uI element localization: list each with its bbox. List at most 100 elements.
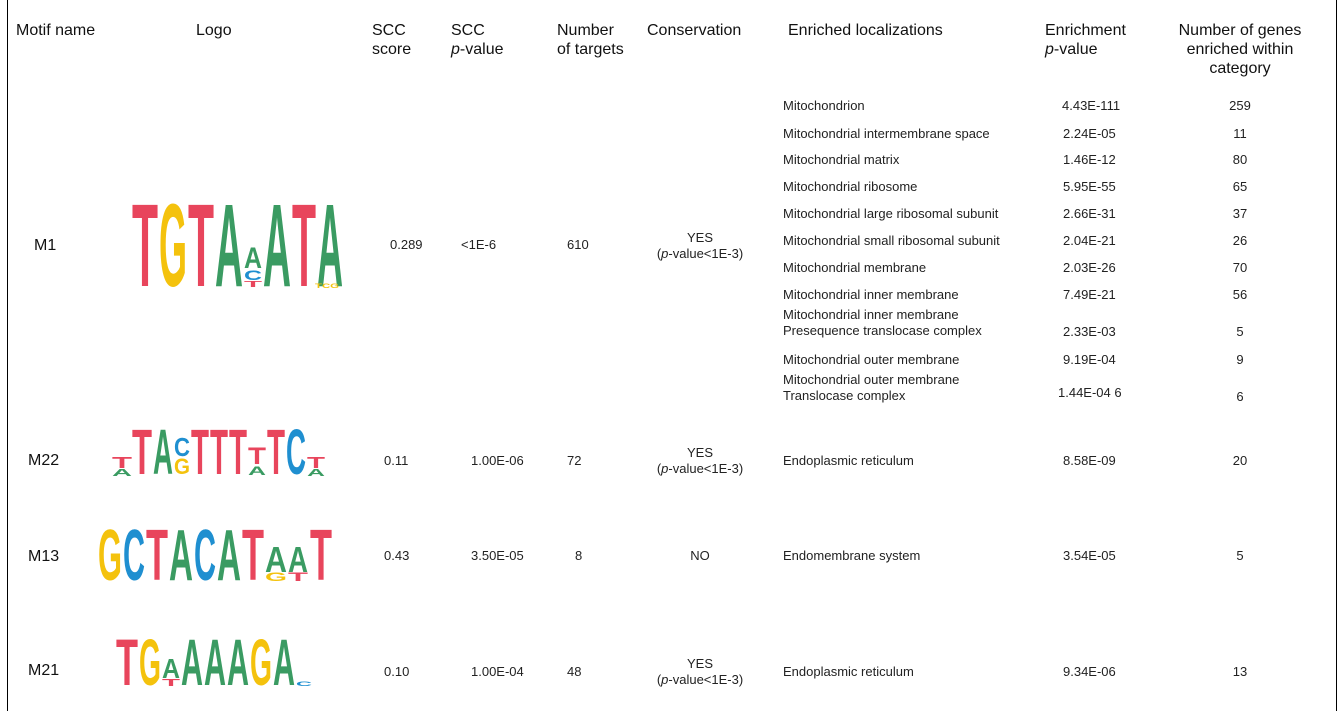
svg-text:A: A [307,468,325,476]
localization-name: Endoplasmic reticulum [783,453,914,468]
svg-text:A: A [317,182,342,292]
localization-name: Mitochondrial outer membrane [783,352,960,367]
gene-count: 13 [1232,664,1248,679]
sequence-logo-m13: G C T A C A T A G A T T [98,516,338,596]
svg-text:C: C [286,418,306,476]
svg-text:A: A [244,242,262,275]
conservation-m13: NO [690,548,710,563]
enrichment-pvalue: 2.03E-26 [1063,260,1116,275]
svg-text:A: A [288,539,308,580]
svg-text:T: T [112,455,132,472]
gene-count: 80 [1232,152,1248,167]
gene-count: 26 [1232,233,1248,248]
motif-name-m1: M1 [34,237,57,254]
gene-count: 65 [1232,179,1248,194]
enrichment-pvalue: 7.49E-21 [1063,287,1116,302]
svg-text:G: G [159,182,187,292]
enrichment-pvalue: 8.58E-09 [1063,453,1116,468]
enrichment-pvalue: 2.33E-03 [1063,324,1116,339]
localization-name: Mitochondrion [783,98,865,113]
svg-text:C: C [296,682,314,686]
svg-text:A: A [217,520,241,582]
svg-text:T: T [288,570,310,582]
localization-name: Mitochondrial large ribosomal subunit [783,206,999,221]
localization-name: Mitochondrial outer membrane Translocase … [783,372,960,403]
svg-text:C: C [174,432,190,462]
svg-text:G: G [174,454,190,476]
svg-text:T: T [267,418,285,476]
svg-text:T: T [162,678,180,686]
targets-m22: 72 [567,453,582,468]
motif-name-m21: M21 [28,662,60,679]
svg-text:T: T [244,280,262,289]
sequence-logo-m1: T G T A A C T A T A TCG [132,180,343,312]
localization-name: Endoplasmic reticulum [783,664,914,679]
svg-text:T: T [132,418,152,476]
motif-name-m22: M22 [28,452,60,469]
svg-text:A: A [227,628,249,686]
gene-count: 6 [1236,389,1244,404]
svg-text:A: A [181,628,203,686]
header-motif-name: Motif name [16,22,96,39]
enrichment-pvalue: 2.24E-05 [1063,126,1116,141]
svg-text:T: T [188,182,214,292]
svg-text:A: A [162,653,180,684]
motif-name-m13: M13 [28,548,60,565]
svg-text:T: T [229,418,247,476]
header-number-targets: Number of targets [557,22,624,58]
svg-text:C: C [194,520,216,582]
enrichment-pvalue: 4.43E-111 [1062,98,1121,113]
svg-text:T: T [248,443,266,470]
header-conservation: Conservation [647,22,742,39]
sequence-logo-m22: T A T A C G T T T T A T C T A [112,416,327,488]
scc-pvalue-m22: 1.00E-06 [471,453,524,468]
enrichment-pvalue: 1.46E-12 [1063,152,1116,167]
scc-score-m22: 0.11 [384,453,409,468]
gene-count: 70 [1232,260,1248,275]
svg-text:A: A [204,628,226,686]
svg-text:T: T [210,418,228,476]
svg-text:A: A [112,468,132,476]
conservation-m1: YES (p-value<1E-3) [656,230,744,261]
svg-text:A: A [265,539,287,580]
enrichment-pvalue: 9.19E-04 [1063,352,1116,367]
targets-m1: 610 [567,237,589,252]
localization-name: Mitochondrial inner membrane [783,287,959,302]
svg-text:C: C [123,520,145,582]
svg-text:T: T [292,182,316,292]
svg-text:T: T [132,182,158,292]
svg-text:TCG: TCG [315,284,340,290]
scc-score-m1: 0.289 [390,237,423,252]
localization-name: Mitochondrial membrane [783,260,927,275]
gene-count: 9 [1236,352,1244,367]
svg-text:T: T [116,628,138,686]
svg-text:T: T [307,455,325,472]
scc-pvalue-m13: 3.50E-05 [471,548,524,563]
svg-text:T: T [146,520,168,582]
enrichment-pvalue: 2.04E-21 [1063,233,1116,248]
scc-pvalue-m1: <1E-6 [461,237,497,252]
sequence-logo-m21: T G A T A A A G A C [116,625,316,699]
localization-name: Endomembrane system [783,548,921,563]
conservation-m21: YES (p-value<1E-3) [656,656,744,687]
enrichment-pvalue: 1.44E-04 6 [1058,385,1122,400]
gene-count: 11 [1233,126,1247,141]
svg-text:A: A [273,628,295,686]
localization-name: Mitochondrial matrix [783,152,900,167]
localization-name: Mitochondrial intermembrane space [783,126,990,141]
targets-m21: 48 [567,664,582,679]
gene-count: 5 [1236,548,1244,563]
localization-name: Mitochondrial small ribosomal subunit [783,233,1000,248]
svg-text:T: T [242,520,264,582]
scc-score-m21: 0.10 [384,664,410,679]
enrichment-pvalue: 5.95E-55 [1063,179,1116,194]
svg-text:A: A [153,418,173,476]
gene-count: 56 [1232,287,1248,302]
svg-text:A: A [215,182,243,292]
svg-text:G: G [139,628,161,686]
gene-count: 37 [1232,206,1248,221]
svg-text:T: T [310,520,332,582]
scc-score-m13: 0.43 [384,548,410,563]
localization-name: Mitochondrial inner membrane Presequence … [783,307,982,338]
targets-m13: 8 [575,548,583,563]
